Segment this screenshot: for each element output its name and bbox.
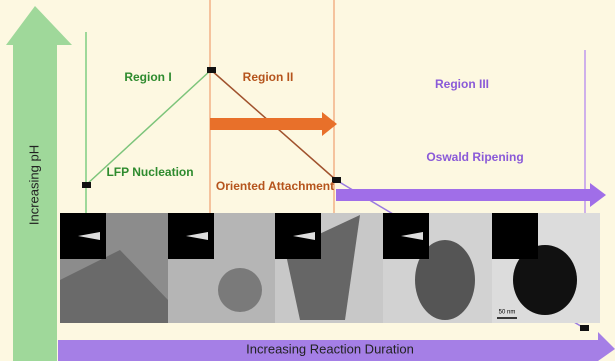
process-label: Oriented Attachment <box>216 179 334 193</box>
region-title: Region I <box>124 70 171 84</box>
marker <box>207 67 216 73</box>
region-title: Region II <box>243 70 294 84</box>
tem-particle <box>218 268 262 312</box>
marker <box>580 325 589 331</box>
x-axis-label: Increasing Reaction Duration <box>246 341 414 356</box>
process-label: Oswald Ripening <box>426 150 523 164</box>
scale-bar-label: 50 nm <box>499 310 516 316</box>
process-label: LFP Nucleation <box>106 165 193 179</box>
tem-images: 50 nm <box>60 213 600 323</box>
region-title: Region III <box>435 77 489 91</box>
hrtem-inset <box>492 213 538 259</box>
marker <box>82 182 91 188</box>
page: {"axes": {"y_label": "Increasing pH", "x… <box>0 0 615 361</box>
y-axis-label: Increasing pH <box>26 145 41 225</box>
diagram: Increasing pH Increasing Reaction Durati… <box>0 0 615 361</box>
